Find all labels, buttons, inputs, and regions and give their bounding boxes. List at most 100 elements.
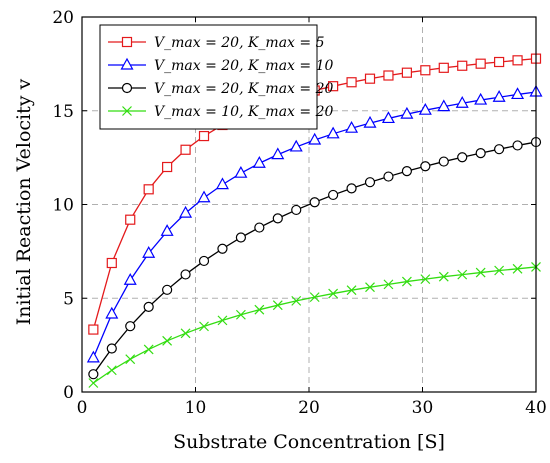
data-point [420, 161, 431, 172]
legend-entry: V_max = 10, K_max = 20 [108, 104, 333, 120]
data-point [272, 300, 283, 311]
data-point [180, 328, 191, 339]
data-point [106, 257, 117, 269]
data-point [125, 214, 136, 225]
data-point [309, 197, 320, 208]
y-tick-label: 10 [52, 196, 74, 216]
data-point [512, 140, 523, 151]
data-point [383, 279, 394, 290]
data-point [235, 309, 246, 320]
data-point [438, 62, 449, 73]
data-point [381, 111, 395, 124]
data-point [199, 321, 209, 332]
data-point [125, 354, 136, 365]
data-point [512, 263, 523, 274]
data-point [88, 324, 99, 335]
legend-label: V_max = 20, K_max = 20 [154, 81, 333, 97]
series-line [92, 91, 537, 359]
data-point [346, 183, 357, 194]
data-point [308, 132, 322, 145]
data-point [492, 90, 506, 102]
x-tick-label: 20 [298, 398, 320, 418]
data-point [198, 255, 210, 267]
data-point [364, 73, 376, 84]
data-point [309, 292, 320, 303]
y-axis-label: Initial Reaction Velocity v [13, 78, 35, 325]
data-point [457, 152, 468, 163]
data-point [162, 335, 173, 346]
data-point [457, 60, 468, 71]
data-point [105, 306, 119, 319]
data-point [162, 284, 173, 295]
data-point [363, 115, 377, 128]
data-point [326, 126, 340, 139]
legend-entry: V_max = 20, K_max = 10 [108, 57, 333, 74]
legend: V_max = 20, K_max = 5 V_max = 20, K_max =… [99, 24, 333, 130]
data-point [106, 365, 117, 376]
data-point [494, 265, 505, 276]
data-point [494, 56, 505, 68]
data-point [123, 273, 137, 285]
data-point [401, 276, 412, 287]
data-point [180, 144, 191, 155]
data-point [125, 321, 136, 332]
data-point [215, 177, 229, 190]
data-point [383, 70, 394, 81]
data-point [217, 315, 228, 326]
legend-label: V_max = 10, K_max = 20 [154, 104, 333, 120]
data-point [364, 177, 376, 188]
data-point [418, 102, 432, 115]
legend-label: V_max = 20, K_max = 5 [154, 35, 325, 51]
data-point [475, 148, 486, 159]
data-point [217, 243, 228, 254]
data-point [512, 55, 523, 66]
series-line [92, 266, 537, 384]
axis-ticks: 0 10 20 30 40 0 5 10 15 20 [52, 8, 546, 418]
data-point [179, 205, 193, 218]
data-point [345, 120, 359, 133]
legend-marker [120, 57, 134, 70]
data-point [383, 171, 394, 182]
series-4 [88, 262, 541, 388]
data-point [365, 282, 375, 293]
data-point [474, 92, 488, 105]
x-tick-label: 40 [525, 398, 547, 418]
data-point [88, 369, 99, 380]
data-point [494, 144, 505, 155]
data-point [291, 204, 302, 216]
legend-label: V_max = 20, K_max = 10 [154, 58, 333, 74]
data-point [346, 285, 357, 296]
data-point [511, 87, 525, 100]
data-point [437, 99, 451, 112]
data-point [235, 232, 246, 243]
data-point [272, 213, 283, 224]
data-point [271, 147, 285, 160]
data-point [455, 96, 469, 108]
data-point [328, 288, 339, 299]
y-tick-label: 15 [52, 102, 74, 122]
data-point [254, 304, 265, 315]
data-point [162, 161, 173, 173]
data-point [346, 77, 357, 88]
data-point [289, 139, 303, 152]
data-point [88, 378, 99, 388]
data-point [291, 295, 302, 306]
legend-entry: V_max = 20, K_max = 5 [108, 35, 325, 51]
data-point [438, 271, 449, 282]
data-point [180, 269, 191, 280]
x-tick-label: 30 [412, 398, 434, 418]
data-point [160, 224, 174, 236]
data-point [234, 165, 248, 178]
legend-marker [122, 106, 132, 116]
data-point [420, 65, 431, 76]
data-point [328, 81, 339, 92]
data-point [401, 166, 412, 177]
data-point [143, 344, 154, 355]
legend-marker [121, 36, 133, 48]
data-point [420, 274, 431, 285]
x-axis-label: Substrate Concentration [S] [173, 431, 445, 453]
y-tick-label: 5 [63, 289, 74, 309]
y-tick-label: 20 [52, 8, 74, 28]
data-point [254, 222, 265, 233]
